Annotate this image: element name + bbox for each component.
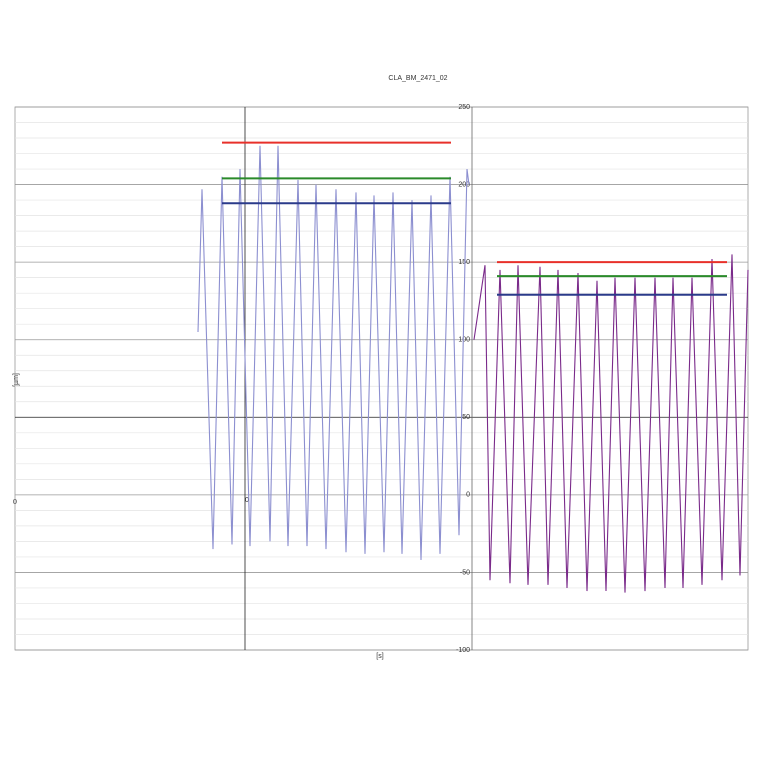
y-tick-label: -100 — [456, 647, 470, 654]
y-axis-label: [µm] — [13, 373, 20, 387]
x-axis-label: [s] — [376, 653, 383, 660]
chart-title: CLA_BM_2471_02 — [388, 75, 447, 82]
y-tick-label: 250 — [458, 104, 470, 111]
y-tick-label: 100 — [458, 337, 470, 344]
data-line — [473, 254, 749, 593]
data-line — [197, 145, 470, 561]
y-tick-label: 50 — [462, 414, 470, 421]
y-tick-label: 0 — [466, 492, 470, 499]
x-tick-label: 0 — [245, 497, 249, 504]
y-tick-label: 150 — [458, 259, 470, 266]
y-tick-label: -50 — [460, 569, 470, 576]
y-tick-label: 200 — [458, 181, 470, 188]
